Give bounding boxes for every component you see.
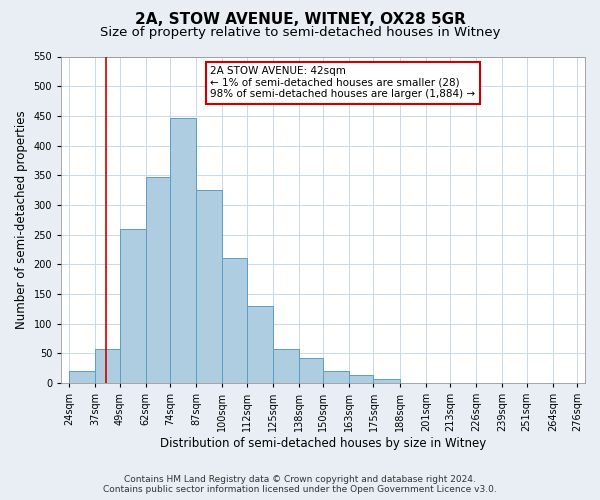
Bar: [196, 190, 223, 383]
Text: Contains HM Land Registry data © Crown copyright and database right 2024.
Contai: Contains HM Land Registry data © Crown c…: [103, 474, 497, 494]
Bar: [299, 358, 323, 383]
Bar: [373, 379, 400, 383]
Bar: [95, 349, 119, 383]
Bar: [69, 371, 95, 383]
Bar: [170, 118, 196, 383]
Bar: [349, 376, 373, 383]
Bar: [273, 349, 299, 383]
Y-axis label: Number of semi-detached properties: Number of semi-detached properties: [15, 110, 28, 329]
Bar: [247, 306, 273, 383]
Bar: [146, 177, 170, 383]
X-axis label: Distribution of semi-detached houses by size in Witney: Distribution of semi-detached houses by …: [160, 437, 486, 450]
Text: 2A, STOW AVENUE, WITNEY, OX28 5GR: 2A, STOW AVENUE, WITNEY, OX28 5GR: [134, 12, 466, 28]
Text: Size of property relative to semi-detached houses in Witney: Size of property relative to semi-detach…: [100, 26, 500, 39]
Bar: [223, 258, 247, 383]
Text: 2A STOW AVENUE: 42sqm
← 1% of semi-detached houses are smaller (28)
98% of semi-: 2A STOW AVENUE: 42sqm ← 1% of semi-detac…: [211, 66, 476, 100]
Bar: [323, 371, 349, 383]
Bar: [119, 228, 146, 383]
